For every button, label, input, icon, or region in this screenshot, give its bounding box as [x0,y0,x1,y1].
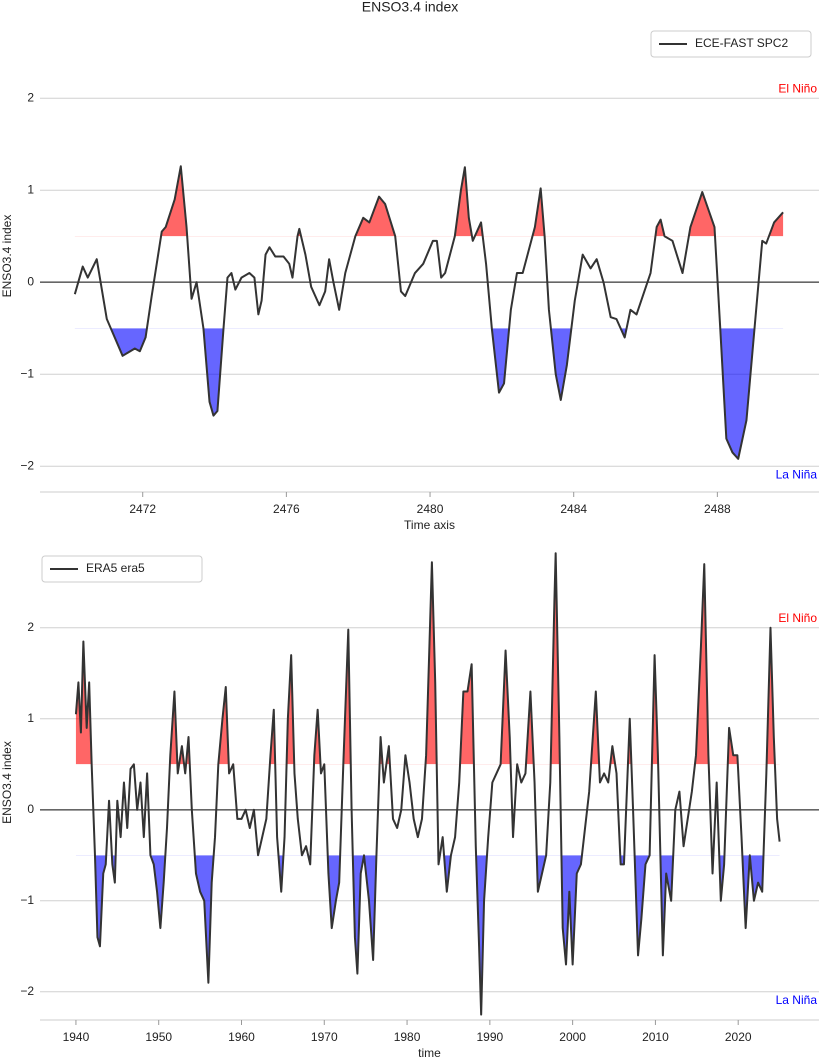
y-tick-label: 2 [27,620,34,634]
x-tick-label: 2484 [560,502,587,516]
el-nino-fill [74,166,784,237]
y-tick-label: 0 [27,274,34,288]
x-axis-label: Time axis [404,518,455,532]
x-tick-label: 1990 [476,1030,503,1044]
legend-box [41,555,203,583]
annotation: El Niño [778,611,817,625]
x-axis-label: time [418,1046,441,1060]
x-tick-label: 1970 [311,1030,338,1044]
y-tick-label: 1 [27,182,34,196]
annotation: La Niña [776,993,818,1007]
y-tick-label: −1 [20,366,34,380]
x-tick-label: 1940 [63,1030,90,1044]
x-tick-label: 2020 [725,1030,752,1044]
x-tick-label: 2476 [273,502,300,516]
annotation: El Niño [778,81,817,95]
el-nino-fill [75,553,775,765]
legend-label: ERA5 era5 [86,561,145,575]
x-tick-label: 2010 [642,1030,669,1044]
y-tick-label: −2 [20,458,34,472]
la-nina-fill [75,855,780,1015]
y-tick-label: −2 [20,984,34,998]
x-tick-label: 1980 [394,1030,421,1044]
series-line [74,552,781,1016]
legend-label: ECE-FAST SPC2 [695,36,788,50]
x-tick-label: 2488 [704,502,731,516]
annotation: La Niña [776,467,818,481]
y-tick-label: −1 [20,893,34,907]
chart-title: ENSO3.4 index [362,0,459,15]
series-line [73,165,784,460]
y-tick-label: 0 [27,802,34,816]
x-tick-label: 2472 [129,502,156,516]
x-tick-label: 2480 [417,502,444,516]
x-tick-label: 2000 [559,1030,586,1044]
y-tick-label: 2 [27,90,34,104]
x-tick-label: 1950 [145,1030,172,1044]
y-axis-label: ENSO3.4 index [0,215,14,298]
y-axis-label: ENSO3.4 index [0,741,14,824]
x-tick-label: 1960 [228,1030,255,1044]
y-tick-label: 1 [27,711,34,725]
legend-box [650,30,812,58]
